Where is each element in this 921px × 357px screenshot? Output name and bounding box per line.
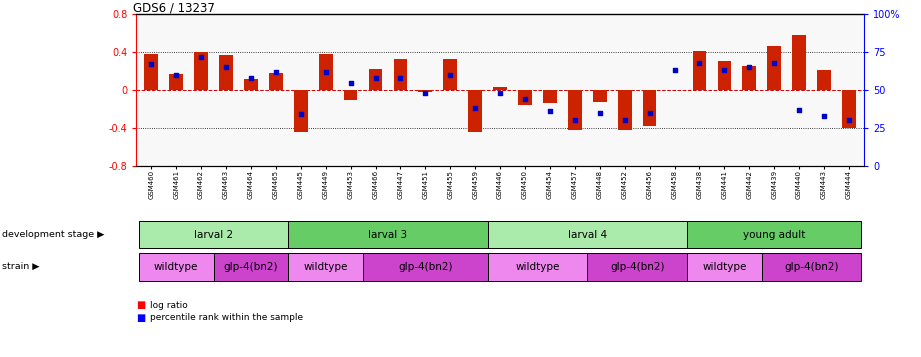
Point	[642, 110, 657, 116]
Bar	[618, 90, 632, 130]
Point	[144, 61, 158, 67]
Bar	[494, 87, 507, 90]
Text: percentile rank within the sample: percentile rank within the sample	[150, 313, 303, 322]
Point	[717, 67, 731, 73]
Bar	[817, 70, 831, 90]
Text: wildtype: wildtype	[154, 262, 198, 272]
Point	[193, 54, 208, 60]
Bar	[418, 90, 432, 92]
Point	[344, 80, 358, 85]
FancyBboxPatch shape	[487, 221, 687, 248]
FancyBboxPatch shape	[288, 253, 363, 281]
Text: glp-4(bn2): glp-4(bn2)	[224, 262, 278, 272]
FancyBboxPatch shape	[687, 253, 762, 281]
Bar	[393, 59, 407, 90]
Text: wildtype: wildtype	[304, 262, 348, 272]
FancyBboxPatch shape	[363, 253, 487, 281]
Point	[592, 110, 607, 116]
FancyBboxPatch shape	[762, 253, 861, 281]
Text: wildtype: wildtype	[515, 262, 560, 272]
Point	[667, 67, 682, 73]
Bar	[294, 90, 308, 132]
Text: strain ▶: strain ▶	[2, 262, 40, 271]
Bar	[767, 46, 781, 90]
Point	[767, 60, 782, 66]
FancyBboxPatch shape	[588, 253, 687, 281]
Bar	[319, 54, 332, 90]
Point	[493, 90, 507, 96]
Text: ■: ■	[136, 313, 146, 323]
Point	[542, 109, 557, 114]
Bar	[269, 73, 283, 90]
Text: glp-4(bn2): glp-4(bn2)	[785, 262, 839, 272]
Point	[393, 75, 408, 81]
Bar	[469, 90, 482, 132]
Point	[567, 118, 582, 124]
Point	[692, 60, 706, 66]
FancyBboxPatch shape	[487, 253, 588, 281]
Point	[368, 75, 383, 81]
FancyBboxPatch shape	[288, 221, 487, 248]
Text: log ratio: log ratio	[150, 301, 188, 310]
Text: glp-4(bn2): glp-4(bn2)	[610, 262, 664, 272]
Point	[443, 72, 458, 78]
Point	[842, 118, 857, 124]
Bar	[145, 54, 158, 90]
Text: glp-4(bn2): glp-4(bn2)	[398, 262, 452, 272]
Point	[319, 69, 333, 75]
Bar	[519, 90, 531, 105]
Text: development stage ▶: development stage ▶	[2, 230, 104, 239]
Point	[243, 75, 258, 81]
FancyBboxPatch shape	[214, 253, 288, 281]
Point	[418, 90, 433, 96]
Text: larval 4: larval 4	[567, 230, 607, 240]
Bar	[717, 61, 731, 90]
Text: young adult: young adult	[743, 230, 805, 240]
Text: GDS6 / 13237: GDS6 / 13237	[133, 1, 215, 14]
Bar	[792, 35, 806, 90]
Bar	[368, 69, 382, 90]
Text: larval 2: larval 2	[194, 230, 233, 240]
Bar	[742, 66, 756, 90]
Point	[617, 118, 632, 124]
Point	[518, 96, 532, 102]
Text: ■: ■	[136, 300, 146, 310]
FancyBboxPatch shape	[139, 221, 288, 248]
Bar	[693, 51, 706, 90]
FancyBboxPatch shape	[139, 253, 214, 281]
Bar	[344, 90, 357, 100]
Bar	[443, 59, 457, 90]
Point	[169, 72, 183, 78]
FancyBboxPatch shape	[687, 221, 861, 248]
Bar	[593, 90, 607, 102]
Point	[817, 113, 832, 119]
Bar	[219, 55, 233, 90]
Bar	[842, 90, 856, 128]
Bar	[169, 74, 183, 90]
Point	[792, 107, 807, 113]
Text: larval 3: larval 3	[368, 230, 407, 240]
Text: wildtype: wildtype	[702, 262, 747, 272]
Point	[218, 65, 233, 70]
Point	[269, 69, 284, 75]
Bar	[194, 52, 208, 90]
Bar	[543, 90, 557, 104]
Point	[294, 111, 309, 117]
Point	[468, 106, 483, 111]
Bar	[568, 90, 582, 130]
Bar	[244, 79, 258, 90]
Bar	[643, 90, 657, 126]
Point	[742, 65, 757, 70]
